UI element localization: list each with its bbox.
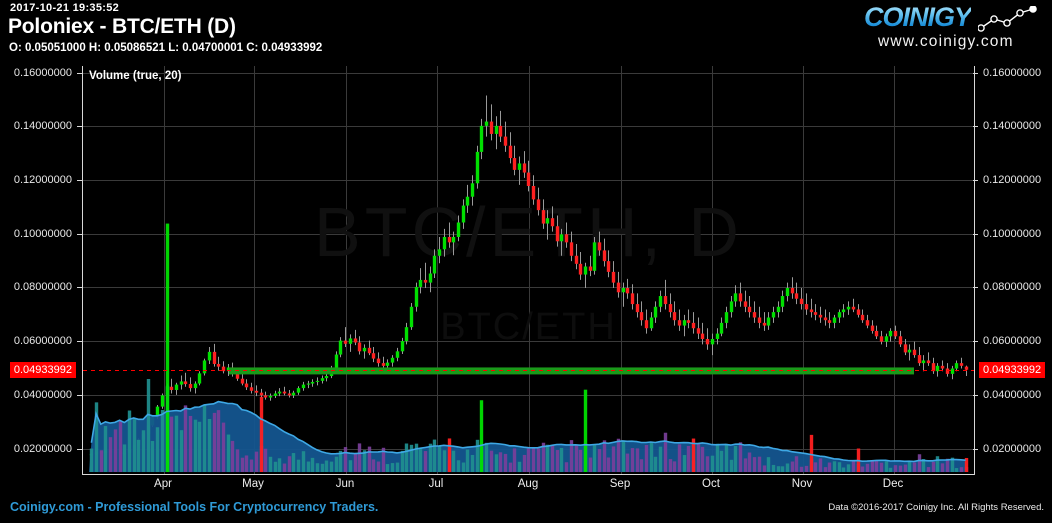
y-axis-tick-mark [973,126,978,127]
ohlc-readout: O: 0.05051000 H: 0.05086521 L: 0.0470000… [9,42,323,54]
y-axis-tick-label: 0.04000000 [13,388,72,401]
grid-lines [83,66,974,474]
y-axis-tick-mark [973,449,978,450]
y-axis-tick-mark [973,180,978,181]
y-axis-tick-mark [77,234,82,235]
y-axis-tick-mark [77,341,82,342]
footer-tagline[interactable]: Coinigy.com - Professional Tools For Cry… [10,500,379,514]
watermark-layer: BTC/ETH, D BTC/ETH [83,66,974,474]
coinigy-logo[interactable]: COINIGY www.coinigy.com [856,2,1046,54]
y-axis-tick-mark [77,73,82,74]
chart-plot-area[interactable]: BTC/ETH, D BTC/ETH Volume (true, 20) [82,66,975,475]
logo-wordmark: COINIGY [864,2,972,32]
y-axis-tick-mark [973,234,978,235]
x-axis-tick-label: Dec [882,478,904,490]
y-axis-right[interactable]: 0.16000000 0.14000000 0.12000000 0.10000000… [973,66,1052,475]
volume-indicator-label: Volume (true, 20) [89,70,182,82]
x-axis-tick-label: Apr [154,478,172,490]
chart-footer: Coinigy.com - Professional Tools For Cry… [0,498,1052,523]
y-axis-tick-label: 0.02000000 [13,442,72,455]
x-axis-tick-label: Jun [335,478,355,490]
x-axis-tick-label: Oct [702,478,720,490]
timestamp: 2017-10-21 19:35:52 [10,2,120,14]
watermark-secondary: BTC/ETH [440,306,617,348]
y-axis-tick-mark [973,73,978,74]
x-axis-tick-label: Aug [517,478,539,490]
y-axis-tick-mark [973,287,978,288]
y-axis-tick-label: 0.06000000 [13,335,72,348]
y-axis-tick-label: 0.14000000 [13,120,72,133]
y-axis-tick-mark [973,395,978,396]
y-axis-tick-label: 0.08000000 [13,281,72,294]
y-axis-tick-label: 0.06000000 [983,335,1042,348]
logo-url: www.coinigy.com [878,33,1014,50]
y-axis-tick-mark [77,287,82,288]
y-axis-tick-label: 0.08000000 [983,281,1042,294]
x-axis-tick-label: Sep [609,478,631,490]
page-title: Poloniex - BTC/ETH (D) [8,15,236,38]
watermark-primary: BTC/ETH, D [314,193,743,271]
x-axis-tick-label: Jul [428,478,444,490]
chart-header: 2017-10-21 19:35:52 Poloniex - BTC/ETH (… [0,0,1052,58]
y-axis-tick-mark [77,180,82,181]
x-axis[interactable]: Apr May Jun Jul Aug Sep Oct Nov Dec [82,476,973,496]
candlestick-series [89,95,969,472]
y-axis-tick-label: 0.16000000 [13,66,72,79]
y-axis-tick-label: 0.12000000 [983,174,1042,187]
y-axis-tick-label: 0.02000000 [983,442,1042,455]
footer-copyright: Data ©2016-2017 Coinigy Inc. All Rights … [828,502,1044,513]
y-axis-tick-label: 0.16000000 [983,66,1042,79]
sparkline-icon [978,6,1037,32]
x-axis-tick-label: May [242,478,264,490]
y-axis-tick-mark [77,395,82,396]
y-axis-tick-mark [973,341,978,342]
x-axis-tick-label: Nov [791,478,813,490]
y-axis-tick-label: 0.12000000 [13,174,72,187]
y-axis-tick-label: 0.14000000 [983,120,1042,133]
y-axis-tick-label: 0.10000000 [13,227,72,240]
overlay-layer [83,367,974,375]
current-price-tag[interactable]: 0.04933992 [9,361,76,378]
current-price-tag[interactable]: 0.04933992 [979,361,1046,378]
y-axis-tick-label: 0.10000000 [983,227,1042,240]
y-axis-tick-label: 0.04000000 [983,388,1042,401]
y-axis-left[interactable]: 0.16000000 0.14000000 0.12000000 0.10000000… [0,66,82,475]
y-axis-tick-mark [77,449,82,450]
y-axis-tick-mark [77,126,82,127]
